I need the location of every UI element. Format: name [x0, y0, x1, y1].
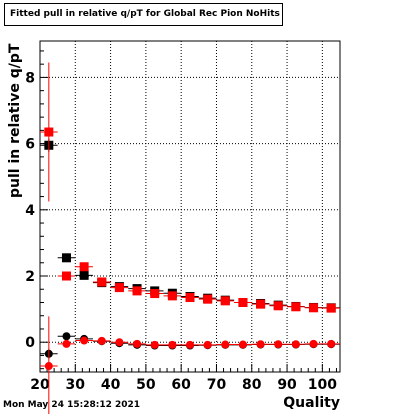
x-tick-label: 60: [171, 377, 191, 393]
data-point-circle: [274, 340, 283, 349]
data-point-square: [114, 283, 124, 293]
data-point-square: [273, 301, 283, 311]
data-point-square: [61, 253, 71, 263]
data-point-square: [61, 271, 71, 281]
x-tick-label: 90: [277, 377, 297, 393]
plot-frame: [39, 40, 341, 373]
grid-lines: [40, 41, 340, 372]
data-point-square: [79, 262, 89, 272]
tick-labels: 20 30 40 50 60 70 80 90 100 0 2 4 6 8: [25, 70, 337, 393]
y-tick-label: 6: [25, 137, 35, 153]
data-point-square: [203, 294, 213, 304]
axis-ticks: [39, 50, 337, 372]
data-point-circle: [309, 339, 318, 348]
data-point-square: [326, 303, 336, 313]
data-point-circle: [44, 362, 53, 371]
data-point-circle: [168, 340, 177, 349]
data-point-square: [44, 127, 54, 137]
data-point-circle: [133, 339, 142, 348]
data-point-square: [185, 293, 195, 303]
data-point-circle: [62, 339, 71, 348]
x-tick-label: 50: [136, 377, 156, 393]
data-point-circle: [80, 336, 89, 345]
data-point-square: [167, 291, 177, 301]
x-tick-label: 30: [66, 377, 86, 393]
chart-title: Fitted pull in relative q/pT for Global …: [4, 3, 283, 26]
data-markers: [40, 62, 340, 414]
x-tick-label: 80: [242, 377, 262, 393]
data-point-circle: [62, 332, 71, 341]
x-tick-label: 100: [308, 377, 337, 393]
data-point-circle: [327, 339, 336, 348]
data-point-circle: [203, 340, 212, 349]
data-point-circle: [238, 340, 247, 349]
x-axis-label: Quality: [283, 395, 340, 411]
data-point-circle: [256, 340, 265, 349]
data-point-square: [97, 277, 107, 287]
y-tick-label: 8: [25, 70, 35, 86]
data-point-circle: [115, 338, 124, 347]
y-tick-label: 0: [25, 335, 35, 351]
data-point-circle: [291, 340, 300, 349]
y-tick-label: 2: [25, 269, 35, 285]
data-point-circle: [150, 340, 159, 349]
data-point-circle: [186, 340, 194, 349]
data-point-square: [132, 286, 142, 296]
data-point-square: [220, 296, 230, 306]
data-point-circle: [97, 336, 106, 345]
data-point-circle: [221, 340, 230, 349]
y-axis-label: pull in relative q/pT: [7, 43, 23, 198]
data-point-square: [291, 302, 301, 312]
data-point-square: [309, 303, 319, 313]
data-point-square: [150, 289, 160, 299]
x-tick-label: 40: [101, 377, 121, 393]
x-tick-label: 70: [207, 377, 227, 393]
x-tick-label: 20: [30, 377, 50, 393]
timestamp: Mon May 24 15:28:12 2021: [3, 400, 141, 410]
y-tick-label: 4: [25, 203, 35, 219]
data-point-square: [79, 270, 89, 280]
data-point-square: [238, 297, 248, 307]
data-point-square: [256, 299, 266, 309]
